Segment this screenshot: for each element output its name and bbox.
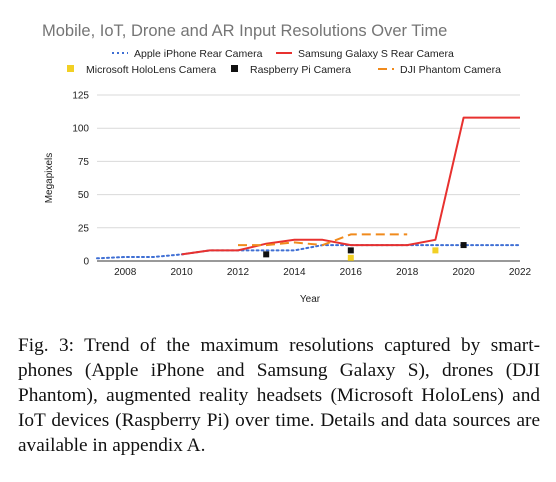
legend-swatch bbox=[231, 65, 238, 72]
data-point bbox=[347, 247, 354, 254]
x-tick-label: 2018 bbox=[396, 267, 419, 278]
legend: Apple iPhone Rear Camera Samsung Galaxy S… bbox=[67, 48, 501, 76]
chart: Mobile, IoT, Drone and AR Input Resoluti… bbox=[42, 22, 532, 305]
legend-item: Apple iPhone Rear Camera bbox=[112, 48, 263, 60]
x-tick-label: 2008 bbox=[114, 267, 137, 278]
y-axis-label: Megapixels bbox=[44, 153, 55, 204]
legend-label: Microsoft HoloLens Camera bbox=[86, 64, 216, 76]
y-tick-label: 75 bbox=[78, 157, 90, 168]
legend-label: Apple iPhone Rear Camera bbox=[134, 48, 263, 60]
x-tick-label: 2010 bbox=[170, 267, 193, 278]
y-tick-label: 0 bbox=[83, 257, 89, 268]
series-line bbox=[238, 233, 408, 247]
y-tick-label: 100 bbox=[72, 124, 89, 135]
legend-label: Samsung Galaxy S Rear Camera bbox=[298, 48, 454, 60]
series-line bbox=[181, 116, 520, 256]
x-axis-label: Year bbox=[300, 294, 321, 305]
gridlines bbox=[97, 94, 520, 262]
plot-area bbox=[96, 116, 521, 261]
legend-item: Raspberry Pi Camera bbox=[231, 64, 351, 76]
legend-item: DJI Phantom Camera bbox=[378, 64, 501, 76]
x-tick-label: 2022 bbox=[509, 267, 532, 278]
legend-item: Microsoft HoloLens Camera bbox=[67, 64, 216, 76]
x-tick-label: 2020 bbox=[452, 267, 475, 278]
series bbox=[238, 233, 408, 247]
chart-title: Mobile, IoT, Drone and AR Input Resoluti… bbox=[42, 22, 447, 40]
x-axis: 2008 2010 2012 2014 2016 2018 2020 2022 bbox=[114, 267, 531, 278]
series bbox=[347, 247, 439, 261]
y-axis: 0 25 50 75 100 125 bbox=[72, 91, 89, 268]
series bbox=[181, 116, 520, 256]
data-point bbox=[432, 247, 439, 254]
figure-caption: Fig. 3: Trend of the maximum resolutions… bbox=[18, 335, 540, 456]
legend-label: DJI Phantom Camera bbox=[400, 64, 501, 76]
x-tick-label: 2014 bbox=[283, 267, 306, 278]
data-point bbox=[263, 251, 270, 258]
y-tick-label: 50 bbox=[78, 190, 90, 201]
y-tick-label: 125 bbox=[72, 91, 89, 102]
x-tick-label: 2016 bbox=[340, 267, 363, 278]
series bbox=[263, 242, 467, 258]
legend-label: Raspberry Pi Camera bbox=[250, 64, 351, 76]
y-tick-label: 25 bbox=[78, 223, 90, 234]
data-point bbox=[460, 242, 467, 249]
series-line bbox=[96, 244, 521, 260]
series bbox=[96, 244, 521, 260]
legend-swatch bbox=[67, 65, 74, 72]
data-point bbox=[347, 254, 354, 261]
x-tick-label: 2012 bbox=[227, 267, 250, 278]
legend-item: Samsung Galaxy S Rear Camera bbox=[276, 48, 454, 60]
